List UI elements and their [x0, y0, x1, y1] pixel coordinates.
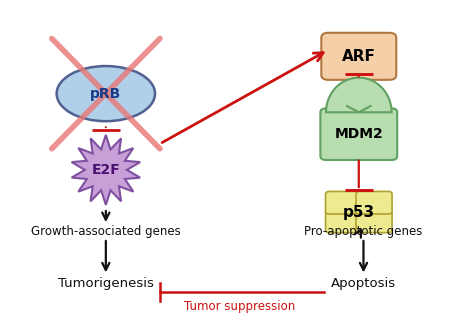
Text: ARF: ARF [342, 49, 376, 64]
Text: Pro-apoptotic genes: Pro-apoptotic genes [304, 225, 423, 238]
FancyBboxPatch shape [356, 210, 392, 233]
Text: Tumor suppression: Tumor suppression [184, 300, 295, 313]
Text: Growth-associated genes: Growth-associated genes [31, 225, 181, 238]
Text: MDM2: MDM2 [335, 127, 383, 141]
FancyBboxPatch shape [321, 33, 396, 80]
Polygon shape [72, 135, 140, 205]
Polygon shape [326, 78, 392, 112]
Text: p53: p53 [343, 205, 375, 219]
Text: E2F: E2F [91, 163, 120, 177]
FancyBboxPatch shape [326, 191, 362, 214]
FancyBboxPatch shape [356, 191, 392, 214]
FancyBboxPatch shape [326, 210, 362, 233]
Text: Apoptosis: Apoptosis [331, 277, 396, 290]
Ellipse shape [57, 66, 155, 121]
Text: pRB: pRB [90, 86, 121, 101]
FancyBboxPatch shape [320, 108, 397, 160]
Text: Tumorigenesis: Tumorigenesis [58, 277, 154, 290]
